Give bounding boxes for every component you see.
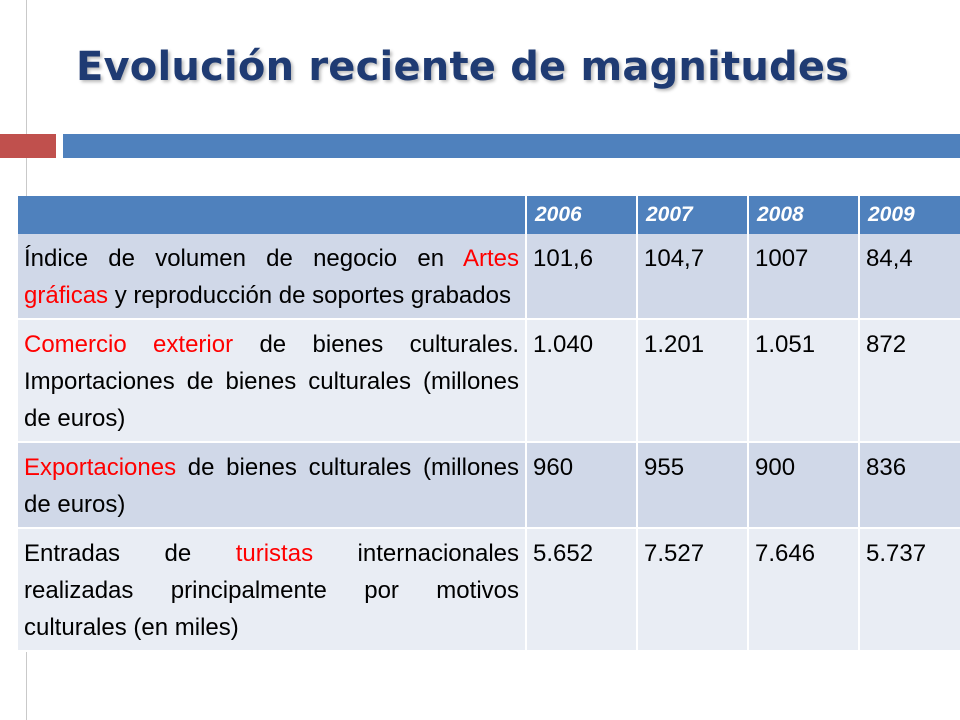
row-label-text: y reproducción de soportes grabados bbox=[108, 282, 511, 309]
row-label: Exportaciones de bienes culturales (mill… bbox=[18, 442, 527, 529]
value-cell: 955 bbox=[637, 442, 749, 529]
row-label: Comercio exterior de bienes culturales. … bbox=[18, 319, 527, 443]
row-label-highlight: Comercio exterior bbox=[24, 331, 234, 358]
row-label-highlight: turistas bbox=[235, 540, 314, 567]
title-accent-bar-blue bbox=[63, 134, 960, 158]
value-cell: 1.051 bbox=[748, 319, 860, 443]
value-cell: 101,6 bbox=[526, 234, 638, 320]
slide-title: Evolución reciente de magnitudes bbox=[76, 44, 850, 90]
value-cell: 104,7 bbox=[637, 234, 749, 320]
value-cell: 836 bbox=[859, 442, 960, 529]
row-label-highlight: Artes gráficas bbox=[24, 245, 519, 309]
row-label: Entradas de turistas internacionales rea… bbox=[18, 528, 527, 652]
value-cell: 7.527 bbox=[637, 528, 749, 652]
row-label-text: Índice de volumen de negocio en bbox=[24, 245, 463, 272]
value-cell: 84,4 bbox=[859, 234, 960, 320]
value-cell: 7.646 bbox=[748, 528, 860, 652]
table-header-row: 2006 2007 2008 2009 bbox=[18, 196, 960, 234]
header-cell-year: 2006 bbox=[526, 196, 638, 234]
table-row: Exportaciones de bienes culturales (mill… bbox=[18, 442, 960, 529]
value-cell: 1007 bbox=[748, 234, 860, 320]
title-accent-bar-red bbox=[0, 134, 56, 158]
table-row: Entradas de turistas internacionales rea… bbox=[18, 528, 960, 652]
value-cell: 1.040 bbox=[526, 319, 638, 443]
row-label-text: Entradas de bbox=[24, 540, 236, 567]
value-cell: 872 bbox=[859, 319, 960, 443]
row-label-text: de bienes culturales. Importaciones de b… bbox=[24, 331, 519, 432]
table-row: Índice de volumen de negocio en Artes gr… bbox=[18, 234, 960, 320]
magnitudes-table: 2006 2007 2008 2009 Índice de volumen de… bbox=[18, 196, 960, 652]
table-row: Comercio exterior de bienes culturales. … bbox=[18, 319, 960, 443]
row-label-text: de bienes culturales (millones de euros) bbox=[24, 454, 519, 518]
header-cell-year: 2007 bbox=[637, 196, 749, 234]
row-label-text: internacionales realizadas principalment… bbox=[24, 540, 519, 641]
value-cell: 960 bbox=[526, 442, 638, 529]
header-cell-year: 2008 bbox=[748, 196, 860, 234]
value-cell: 900 bbox=[748, 442, 860, 529]
value-cell: 5.737 bbox=[859, 528, 960, 652]
value-cell: 1.201 bbox=[637, 319, 749, 443]
row-label-highlight: Exportaciones bbox=[24, 454, 177, 481]
row-label: Índice de volumen de negocio en Artes gr… bbox=[18, 234, 527, 320]
header-cell-year: 2009 bbox=[859, 196, 960, 234]
header-cell-blank bbox=[18, 196, 527, 234]
value-cell: 5.652 bbox=[526, 528, 638, 652]
